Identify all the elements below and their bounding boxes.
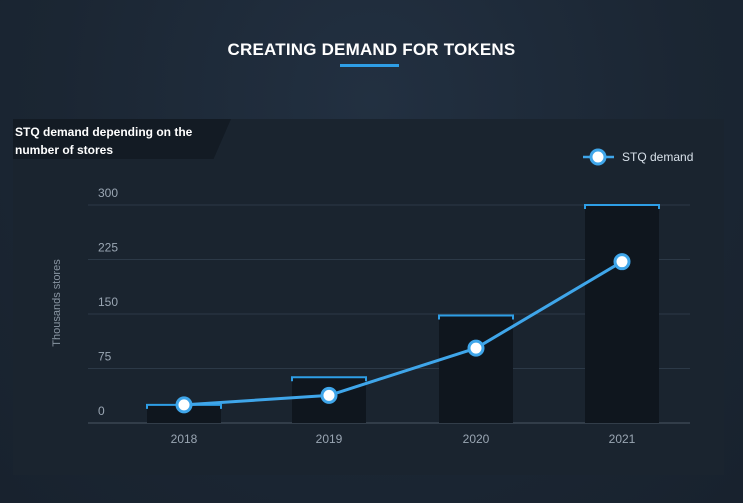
chart-title: STQ demand depending on the number of st… <box>15 125 193 157</box>
y-axis-label: Thousands stores <box>51 259 63 347</box>
x-tick-label: 2019 <box>316 432 343 446</box>
bar <box>147 404 221 423</box>
series-point <box>320 386 338 404</box>
series-point <box>467 339 485 357</box>
legend-marker <box>589 148 607 166</box>
bar-layer <box>146 204 660 423</box>
series-point <box>175 396 193 414</box>
series-point <box>613 253 631 271</box>
y-tick-label: 75 <box>98 350 112 364</box>
legend: STQ demand <box>583 148 693 166</box>
bar-top-accent <box>438 314 514 320</box>
y-tick-label: 0 <box>98 404 105 418</box>
bar-top-accent <box>584 204 660 209</box>
x-tick-label: 2021 <box>609 432 636 446</box>
axis-layer: 0 75 150 225 300 2018 2019 2020 2021 <box>98 186 636 446</box>
y-tick-label: 300 <box>98 186 118 200</box>
heading-underline <box>340 64 399 67</box>
x-tick-label: 2018 <box>171 432 198 446</box>
page-heading: CREATING DEMAND FOR TOKENS <box>227 40 516 59</box>
chart-title-tab <box>13 119 231 159</box>
bar <box>585 205 659 423</box>
line-layer <box>175 253 631 414</box>
y-tick-label: 150 <box>98 295 118 309</box>
bar-top-accent <box>291 376 367 382</box>
y-tick-label: 225 <box>98 241 118 255</box>
series-line <box>183 260 623 407</box>
x-tick-label: 2020 <box>463 432 490 446</box>
legend-label: STQ demand <box>622 150 693 164</box>
